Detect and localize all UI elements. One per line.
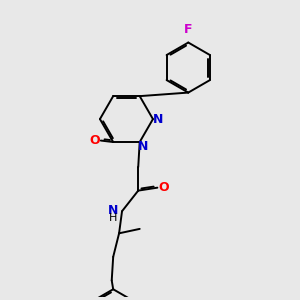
Text: N: N [153, 112, 164, 126]
Text: O: O [90, 134, 100, 147]
Text: N: N [108, 204, 119, 217]
Text: F: F [184, 23, 193, 36]
Text: N: N [138, 140, 148, 153]
Text: O: O [158, 181, 169, 194]
Text: H: H [109, 213, 117, 223]
